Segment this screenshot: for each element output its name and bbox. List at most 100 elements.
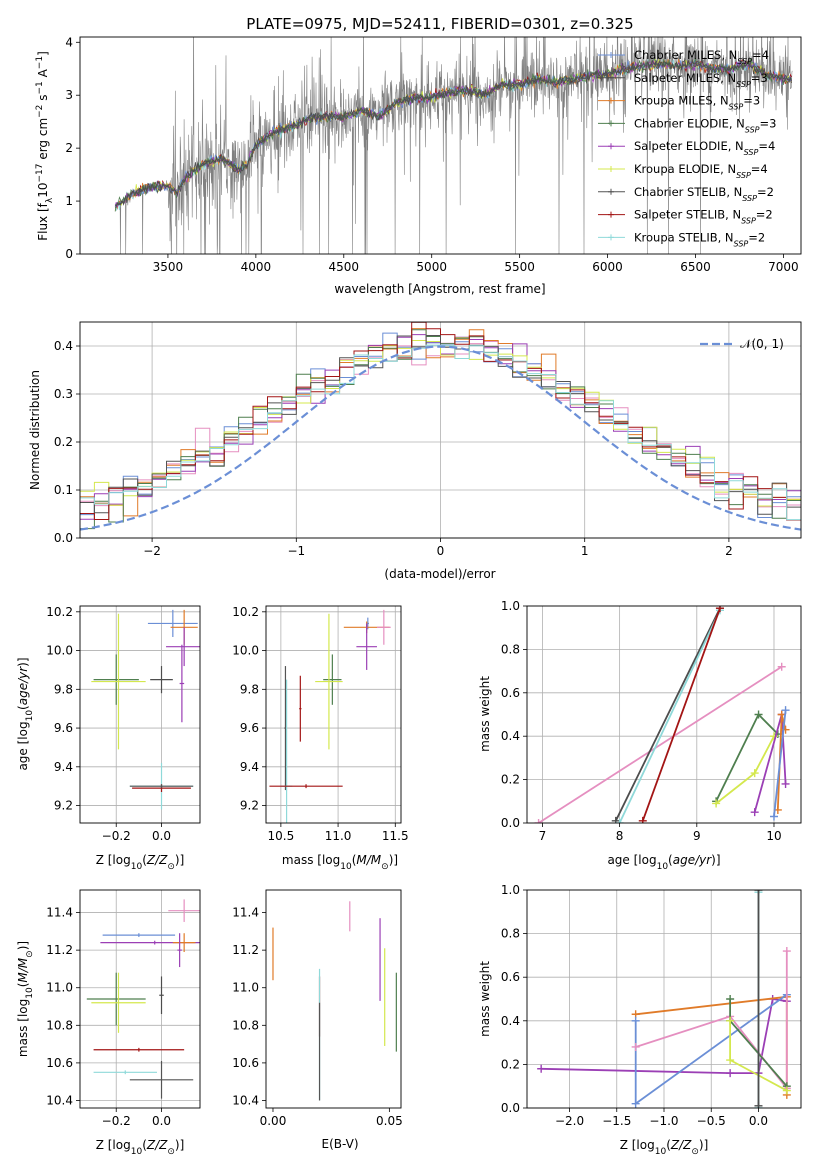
errorbar-plot-area [272,901,397,1101]
y-tick-label: 11.4 [232,906,259,920]
weight-series [638,606,724,823]
x-tick-label: −0.5 [697,1114,726,1128]
y-tick-label: 9.2 [54,799,73,813]
y-tick-label: 0.2 [54,435,73,449]
errorbar-plot-area [86,899,200,1099]
weight-point-marker [782,1086,791,1095]
y-axis-label: mass weight [478,676,492,752]
y-tick-label: 10.0 [46,644,73,658]
mass-vs-reddening-panel: 0.00 0.05 10.4 10.6 10.8 11.0 11.2 11.4 E(B-V) [232,889,403,1151]
normal-distribution-curve [80,345,801,531]
x-tick-label: 7000 [768,260,799,274]
x-axis-label: Z [log10(Z/Z⊙)] [620,1138,709,1157]
weight-point-marker [615,819,624,823]
weight-point-marker [611,816,620,823]
weight-series-line [715,712,779,802]
y-tick-label: 0.2 [501,1057,520,1071]
y-tick-label: 9.4 [54,760,73,774]
y-axis-label: Flux [fλ10−17 erg cm−2 s−1 A−1] [35,51,55,241]
axes-frame [79,605,201,824]
model-spectrum-line [115,58,792,208]
mass-vs-metallicity-panel: −0.2 0.0 10.4 10.6 10.8 11.0 11.2 11.4 Z [log10(… [16,889,201,1157]
y-tick-label: 10.0 [232,644,259,658]
y-tick-label: 0.0 [54,531,73,545]
y-tick-label: 10.6 [46,1056,73,1070]
age-vs-mass-panel: 10.5 11.0 11.5 9.2 9.4 9.6 9.8 10.0 10.2 mass [lo… [232,605,408,872]
legend-entry-label: Chabrier MILES, NSSP=4 [634,48,769,66]
errorbar-point [315,613,343,750]
errorbar-point [356,623,377,670]
x-tick-label: 0 [437,544,445,558]
axes-frame [265,605,402,824]
legend-marker [608,74,614,81]
y-tick-label: 9.6 [54,721,73,735]
x-tick-label: 0.0 [152,1114,171,1128]
x-axis-label: wavelength [Angstrom, rest frame] [334,282,545,296]
x-tick-label: 7 [539,829,547,843]
model-spectrum-line [114,58,792,207]
axes-frame [265,889,402,1109]
x-tick-label: −0.2 [102,829,131,843]
y-tick-label: 0.4 [54,339,73,353]
x-tick-label: 4500 [329,260,360,274]
legend-entry-label: Salpeter ELODIE, NSSP=4 [634,139,775,157]
weight-point-marker [754,890,763,894]
weight-vs-metallicity-panel: −2.0 −1.5 −1.0 −0.5 0.0 0.0 0.2 0.4 0.6 0.8 1.0 Z [… [478,883,802,1157]
spectrum-panel: 3500 4000 4500 5000 5500 6000 6500 7000 0 1 2 3 4 wav… [35,35,802,296]
y-tick-label: 1.0 [501,599,520,613]
y-tick-label: 10.2 [46,605,73,619]
x-tick-label: −0.2 [102,1114,131,1128]
errorbar-point [168,899,200,922]
x-tick-label: 11.0 [325,829,352,843]
weight-series [769,706,790,821]
legend-entry-label: Kroupa STELIB, NSSP=2 [634,230,765,248]
y-tick-label: 2 [65,141,73,155]
y-tick-label: 10.4 [46,1093,73,1107]
legend-marker [608,166,614,172]
weight-point-marker [750,808,759,817]
errorbar-point [166,627,200,667]
errorbar-point [179,644,185,723]
x-tick-label: 0.00 [260,1114,287,1128]
weight-point-marker [782,947,791,956]
x-tick-label: 5500 [504,260,535,274]
y-tick-label: 11.2 [46,943,73,957]
x-tick-label: 6000 [592,260,623,274]
errorbar-point [269,784,343,789]
legend-entry-label: Kroupa MILES, NSSP=3 [634,94,760,112]
spectrum-legend: Chabrier MILES, NSSP=4 Salpeter MILES, NS… [598,48,776,248]
x-axis-label: Z [log10(Z/Z⊙)] [96,853,185,872]
y-tick-label: 0.0 [501,816,520,830]
legend-marker [608,143,614,150]
weight-point-marker [726,1016,735,1025]
errorbar-point [147,609,198,637]
errorbar-point [129,784,194,789]
y-tick-label: 0.1 [54,483,73,497]
x-tick-label: −1.0 [649,1114,678,1128]
weight-point-marker [750,769,759,778]
axes-frame [79,321,802,539]
y-tick-label: 11.2 [232,943,259,957]
y-tick-label: 11.4 [46,906,73,920]
x-axis-label: Z [log10(Z/Z⊙)] [96,1138,185,1157]
axes-frame [79,889,201,1109]
axes-frame [526,889,802,1109]
x-tick-label: 6500 [680,260,711,274]
y-tick-label: 0.3 [54,387,73,401]
y-tick-label: 0.4 [501,1014,520,1028]
x-tick-label: 0.0 [152,829,171,843]
x-tick-label: −2 [143,544,161,558]
y-tick-label: 3 [65,88,73,102]
weight-point-marker [534,819,543,823]
weight-point-marker [715,606,724,613]
weight-series-line [773,710,787,817]
errorbar-point [93,1047,185,1052]
weight-series [726,1016,791,1095]
x-tick-label: 3500 [153,260,184,274]
residuals-panel: −2 −1 0 1 2 0.0 0.1 0.2 0.3 0.4 𝒩(0, 1) (data-model… [28,321,802,581]
y-tick-label: 11.0 [46,981,73,995]
y-tick-label: 9.8 [54,682,73,696]
errorbar-point [150,666,173,694]
x-tick-label: 10.5 [268,829,295,843]
